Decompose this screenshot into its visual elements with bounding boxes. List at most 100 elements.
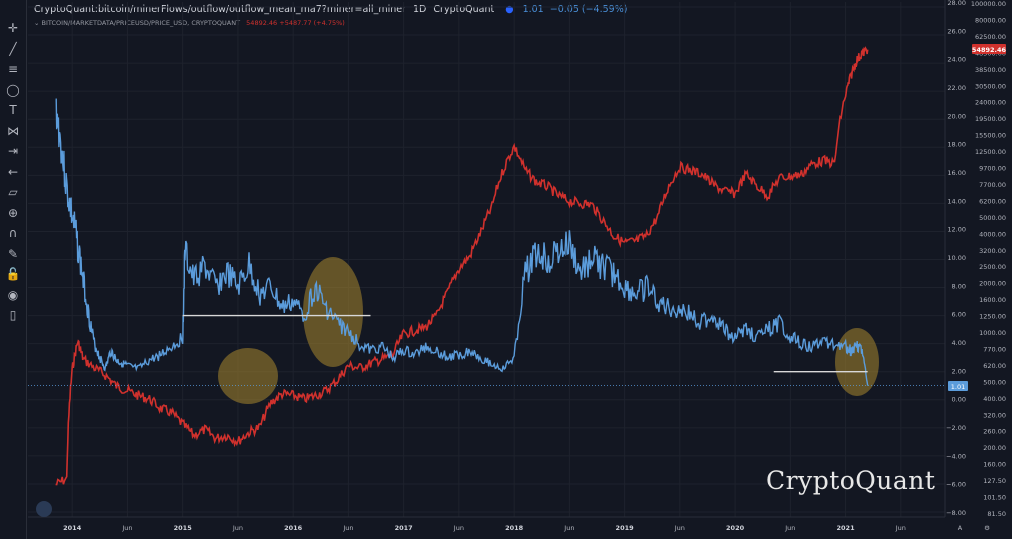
price-tick-label: 19500.00 [975,115,1006,123]
outflow-tick-label: 12.00 [947,226,966,234]
drawing-toolbar: ✛ ╱ ≡ ◯ T ⋈ ⇥ ← ▱ ⊕ ∩ ✎ 🔓 ◉ ▯ [0,0,27,539]
price-series-label[interactable]: BITCOIN/MARKETDATA/PRICEUSD/PRICE_USD, C… [41,19,241,27]
price-tick-label: 81.50 [987,510,1006,518]
outflow-tick-label: 18.00 [947,141,966,149]
outflow-series-line [55,98,869,386]
interval-label[interactable]: 1D [413,4,427,15]
outflow-tick-label: 14.00 [947,197,966,205]
price-tick-label: 15500.00 [975,132,1006,140]
price-tick-label: 101.50 [983,494,1006,502]
x-tick-label: Jun [453,524,464,532]
x-tick-label: Jun [121,524,132,532]
back-arrow-icon[interactable]: ← [7,164,19,179]
outflow-tick-label: 8.00 [952,282,966,290]
price-tick-label: 500.00 [983,378,1006,386]
price-tick-label: 5000.00 [979,214,1006,222]
series-title[interactable]: CryptoQuant:bitcoin/minerFlows/outflow/o… [34,4,406,15]
pattern-icon[interactable]: ⋈ [7,123,19,138]
lock-draw-icon[interactable]: ✎ [7,246,19,261]
crosshair-icon[interactable]: ✛ [7,21,19,35]
x-tick-label: 2020 [726,524,745,532]
price-tick-label: 1600.00 [979,296,1006,304]
price-tick-label: 127.50 [983,477,1006,485]
price-tick-label: 770.00 [983,345,1006,353]
live-dot-icon: ● [505,4,514,15]
x-tick-label: 2019 [616,524,635,532]
highlight-ellipse [218,348,278,404]
price-tick-label: 12500.00 [975,148,1006,156]
price-tick-label: 100000.00 [971,0,1006,8]
text-icon[interactable]: T [9,103,17,117]
price-badge [972,44,1006,54]
price-badge-label: 54892.46 [972,46,1007,54]
x-tick-label: Jun [895,524,906,532]
price-tick-label: 200.00 [983,444,1006,452]
x-tick-label: 2021 [837,524,856,532]
zoom-icon[interactable]: ⊕ [7,205,19,220]
price-tick-label: 7700.00 [979,181,1006,189]
source-label: CryptoQuant [433,4,495,15]
price-subheader: ⌄ BITCOIN/MARKETDATA/PRICEUSD/PRICE_USD,… [34,19,345,27]
x-tick-label: Jun [342,524,353,532]
x-tick-label: Jun [674,524,685,532]
outflow-tick-label: 0.00 [952,396,966,404]
cryptoquant-badge-icon [36,501,52,517]
outflow-tick-label: 22.00 [947,84,966,92]
x-tick-label: Jun [563,524,574,532]
collapse-icon[interactable]: ⌄ [34,19,40,27]
x-tick-label: 2014 [63,524,82,532]
outflow-tick-label: 6.00 [952,311,966,319]
scale-toggle-icon[interactable]: A [958,524,963,532]
eye-icon[interactable]: ◉ [7,287,19,302]
outflow-badge [948,381,968,391]
price-tick-label: 38500.00 [975,66,1006,74]
x-tick-label: Jun [784,524,795,532]
x-tick-label: Jun [232,524,243,532]
right-axis [945,0,1012,539]
price-tick-label: 320.00 [983,411,1006,419]
outflow-tick-label: 26.00 [947,27,966,35]
outflow-tick-label: −6.00 [946,481,966,489]
settings-icon[interactable]: ⚙ [984,524,990,532]
outflow-tick-label: 4.00 [952,339,966,347]
price-tick-label: 62500.00 [975,33,1006,41]
x-tick-label: 2016 [284,524,303,532]
outflow-tick-label: 10.00 [947,254,966,262]
outflow-tick-label: −4.00 [946,452,966,460]
outflow-tick-label: 20.00 [947,112,966,120]
shapes-icon[interactable]: ◯ [6,82,20,97]
price-tick-label: 1000.00 [979,329,1006,337]
x-tick-label: 2015 [174,524,193,532]
price-tick-label: 24000.00 [975,99,1006,107]
price-series-line [55,46,869,486]
price-tick-label: 2000.00 [979,280,1006,288]
ruler-icon[interactable]: ▱ [8,185,18,199]
chart-header: CryptoQuant:bitcoin/minerFlows/outflow/o… [34,4,627,15]
magnet-icon[interactable]: ∩ [8,226,18,240]
price-tick-label: 30500.00 [975,82,1006,90]
price-tick-label: 2500.00 [979,263,1006,271]
highlight-ellipse [303,257,363,367]
price-tick-label: 9700.00 [979,165,1006,173]
outflow-tick-label: −8.00 [946,509,966,517]
price-series-values: 54892.46 +5487.77 (+4.75%) [246,19,345,27]
price-tick-label: 260.00 [983,428,1006,436]
price-tick-label: 3200.00 [979,247,1006,255]
fib-icon[interactable]: ≡ [7,62,19,76]
trash-icon[interactable]: ▯ [9,308,17,322]
outflow-tick-label: 28.00 [947,0,966,7]
projection-icon[interactable]: ⇥ [7,144,19,158]
trend-line-icon[interactable]: ╱ [9,41,17,56]
outflow-badge-label: 1.01 [951,383,965,391]
outflow-tick-label: 2.00 [952,367,966,375]
x-tick-label: 2017 [395,524,413,532]
outflow-tick-label: 24.00 [947,56,966,64]
outflow-tick-label: 16.00 [947,169,966,177]
price-tick-label: 80000.00 [975,16,1006,24]
x-tick-label: 2018 [505,524,524,532]
price-tick-label: 400.00 [983,395,1006,403]
lock-icon[interactable]: 🔓 [5,267,21,281]
watermark-logo: CryptoQuant [766,466,936,495]
series-change: −0.05 (−4.59%) [549,4,628,15]
